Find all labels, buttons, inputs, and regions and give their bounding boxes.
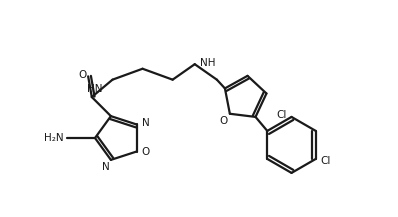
Text: N: N <box>142 118 149 128</box>
Text: O: O <box>220 116 228 126</box>
Text: NH: NH <box>200 58 215 68</box>
Text: Cl: Cl <box>276 110 287 120</box>
Text: O: O <box>78 70 86 80</box>
Text: HN: HN <box>88 84 103 94</box>
Text: N: N <box>102 162 110 172</box>
Text: H₂N: H₂N <box>44 133 64 143</box>
Text: Cl: Cl <box>321 156 331 166</box>
Text: O: O <box>142 146 150 156</box>
